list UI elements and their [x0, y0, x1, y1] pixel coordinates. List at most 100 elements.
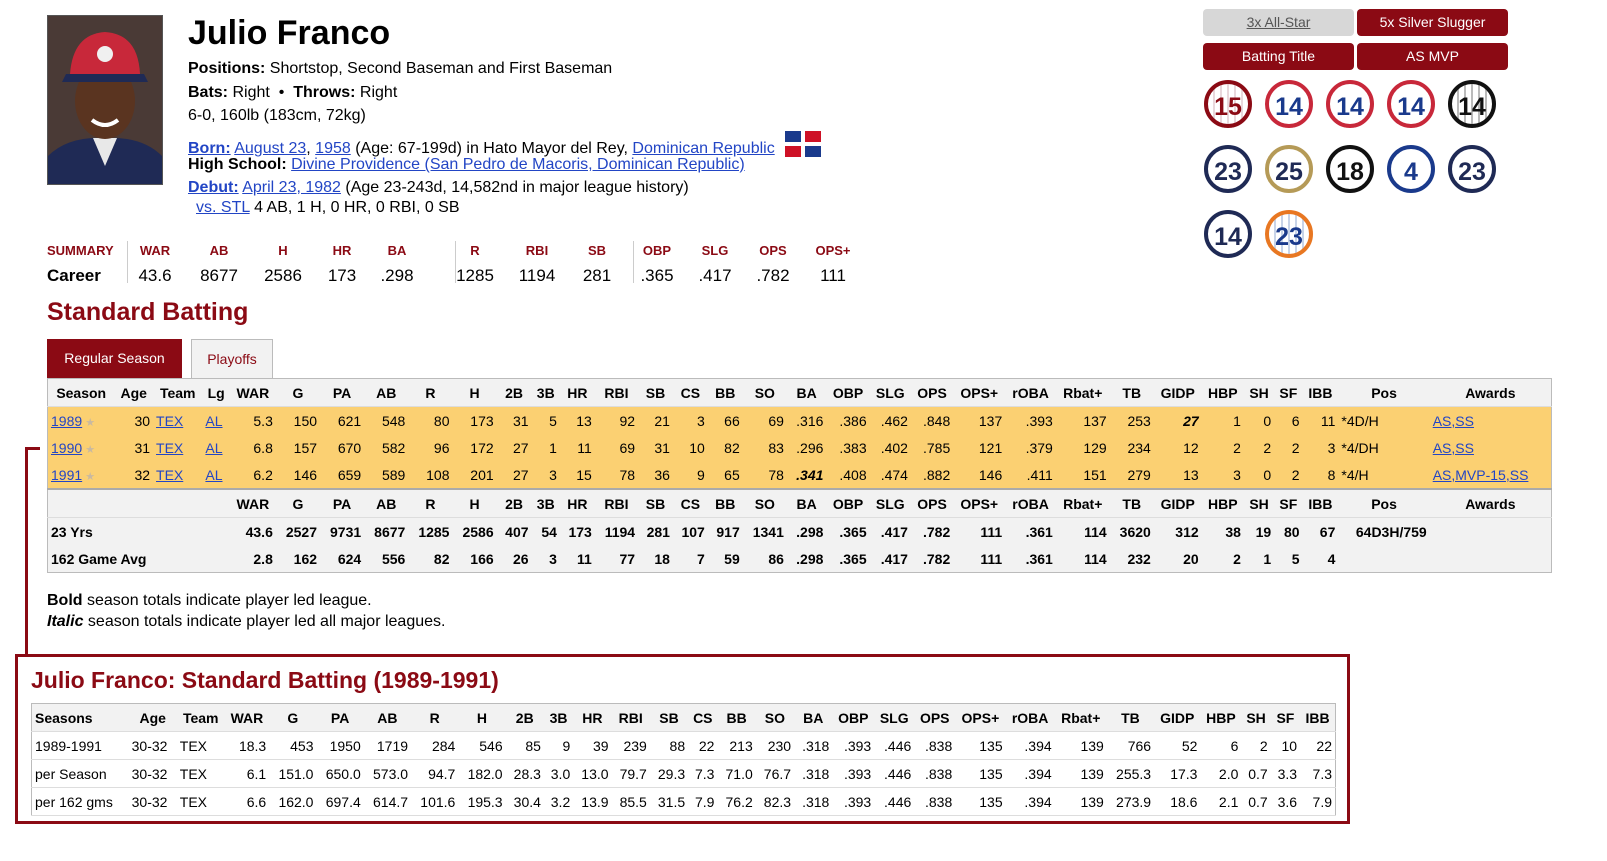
column-header-ops-plus[interactable]: OPS+: [953, 378, 1006, 407]
born-country-link[interactable]: Dominican Republic: [632, 140, 775, 157]
tab-regular-season[interactable]: Regular Season: [47, 339, 182, 378]
column-header-rbat-plus[interactable]: Rbat+: [1055, 378, 1110, 407]
uniform-number-badge[interactable]: 14: [1387, 80, 1435, 128]
tab-playoffs[interactable]: Playoffs: [191, 339, 273, 378]
league-link[interactable]: AL: [205, 466, 223, 483]
column-header-2b[interactable]: 2B: [496, 378, 532, 407]
column-header-slg[interactable]: SLG: [869, 378, 911, 407]
award-button-3[interactable]: Batting Title: [1203, 43, 1354, 70]
star-icon: ★: [82, 416, 96, 429]
season-link[interactable]: 1990: [51, 439, 83, 456]
column-header-awards[interactable]: Awards: [1429, 378, 1552, 407]
column-header-ab[interactable]: AB: [364, 378, 409, 407]
uniform-number-badge[interactable]: 23: [1448, 145, 1496, 193]
column-header-season[interactable]: Season: [47, 378, 115, 407]
stat-cell: 2.0: [1200, 759, 1242, 788]
stat-cell: 30-32: [128, 787, 177, 816]
uniform-number-badge[interactable]: 18: [1326, 145, 1374, 193]
uniform-number-badge[interactable]: 4: [1387, 145, 1435, 193]
stat-cell: 13.9: [573, 787, 612, 816]
uniform-number-badge[interactable]: 23: [1204, 145, 1252, 193]
column-header-pa[interactable]: PA: [320, 378, 365, 407]
stat-cell: 101.6: [411, 787, 459, 816]
footer-column-header: OBP: [826, 488, 870, 518]
column-header-g: G: [269, 703, 317, 732]
uniform-number-badge[interactable]: 25: [1265, 145, 1313, 193]
stat-cell: 3.6: [1270, 787, 1301, 816]
column-header-tb[interactable]: TB: [1109, 378, 1154, 407]
blank-header: [47, 488, 230, 518]
uniform-number-badge[interactable]: 14: [1448, 80, 1496, 128]
column-header-h[interactable]: H: [452, 378, 497, 407]
column-header-sf[interactable]: SF: [1274, 378, 1303, 407]
column-header-war[interactable]: WAR: [229, 378, 276, 407]
footer-column-header: OPS+: [953, 488, 1006, 518]
awards-link[interactable]: AS,MVP-15,SS: [1432, 466, 1529, 483]
summary-stat-label: SB: [587, 243, 607, 258]
league-link[interactable]: AL: [205, 439, 223, 456]
stat-cell: 86: [742, 545, 787, 573]
footer-column-header: GIDP: [1153, 488, 1202, 518]
uniform-number-badge[interactable]: 14: [1326, 80, 1374, 128]
column-header-r[interactable]: R: [408, 378, 453, 407]
footer-column-header: rOBA: [1005, 488, 1056, 518]
stat-cell: 7.3: [688, 759, 718, 788]
team-link[interactable]: TEX: [156, 466, 184, 483]
column-header-bb[interactable]: BB: [707, 378, 743, 407]
awards-link[interactable]: AS,SS: [1432, 412, 1474, 429]
column-header-rbi[interactable]: RBI: [594, 378, 639, 407]
stat-cell: .408: [826, 461, 870, 489]
summary-divider: [633, 241, 634, 283]
uniform-number-badge[interactable]: 15: [1204, 80, 1252, 128]
summary-label-col: SUMMARY Career: [47, 243, 114, 286]
uniform-number-badge[interactable]: 14: [1204, 210, 1252, 258]
column-header-roba[interactable]: rOBA: [1005, 378, 1056, 407]
award-button-2[interactable]: 5x Silver Slugger: [1357, 9, 1508, 36]
born-year-link[interactable]: 1958: [315, 140, 351, 157]
high-school-link[interactable]: Divine Providence (San Pedro de Macoris,…: [291, 156, 745, 173]
column-header-ops[interactable]: OPS: [910, 378, 954, 407]
column-header-pos[interactable]: Pos: [1338, 378, 1430, 407]
team-link[interactable]: TEX: [156, 412, 184, 429]
column-header-team[interactable]: Team: [153, 378, 203, 407]
column-header-obp[interactable]: OBP: [826, 378, 870, 407]
column-header-ba[interactable]: BA: [786, 378, 827, 407]
award-button-1[interactable]: 3x All-Star: [1203, 9, 1354, 36]
uniform-number-badge[interactable]: 23: [1265, 210, 1313, 258]
debut-opponent-link[interactable]: vs. STL: [196, 199, 250, 216]
stat-cell: 697.4: [316, 787, 364, 816]
awards-link[interactable]: AS,SS: [1432, 439, 1474, 456]
stat-cell: 162: [275, 545, 321, 573]
size-line: 6-0, 160lb (183cm, 72kg): [188, 107, 366, 124]
column-header-g[interactable]: G: [275, 378, 321, 407]
league-link[interactable]: AL: [205, 412, 223, 429]
born-date-link[interactable]: August 23: [234, 140, 307, 157]
born-label[interactable]: Born:: [188, 140, 231, 157]
column-header-hr[interactable]: HR: [559, 378, 595, 407]
debut-date-link[interactable]: April 23, 1982: [242, 179, 341, 196]
uniform-number-badge[interactable]: 14: [1265, 80, 1313, 128]
season-link[interactable]: 1989: [51, 412, 83, 429]
column-header-gidp[interactable]: GIDP: [1153, 378, 1202, 407]
column-header-cs[interactable]: CS: [672, 378, 708, 407]
stat-cell: 83: [742, 434, 787, 461]
team-link[interactable]: TEX: [156, 439, 184, 456]
column-header-lg[interactable]: Lg: [202, 378, 230, 407]
column-header-3b[interactable]: 3B: [531, 378, 560, 407]
column-header-rbi: RBI: [611, 703, 650, 732]
debut-label[interactable]: Debut:: [188, 179, 239, 196]
column-header-age[interactable]: Age: [114, 378, 154, 407]
column-header-sb[interactable]: SB: [638, 378, 673, 407]
stat-cell: 255.3: [1106, 759, 1155, 788]
column-header-ibb[interactable]: IBB: [1302, 378, 1339, 407]
stat-cell: 135: [955, 731, 1006, 760]
column-header-so[interactable]: SO: [742, 378, 787, 407]
column-header-sh[interactable]: SH: [1243, 378, 1275, 407]
stat-cell: 9731: [320, 517, 365, 545]
stat-cell: 201: [452, 461, 497, 489]
season-link[interactable]: 1991: [51, 466, 83, 483]
column-header-hbp[interactable]: HBP: [1201, 378, 1244, 407]
award-button-4[interactable]: AS MVP: [1357, 43, 1508, 70]
bats-value: Right: [232, 84, 270, 101]
summary-stat-label: BA: [387, 243, 407, 258]
